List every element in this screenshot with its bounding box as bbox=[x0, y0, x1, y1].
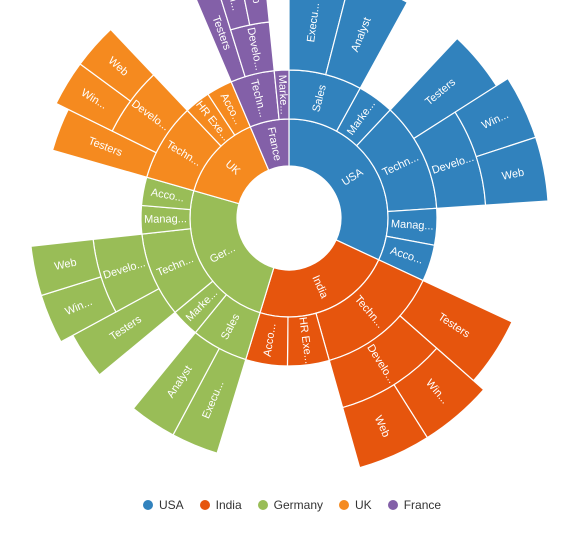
legend-label-india: India bbox=[215, 498, 242, 512]
label-france-marketing: Marke... bbox=[276, 75, 290, 115]
label-india-accounts: Acco... bbox=[262, 323, 279, 358]
legend-item-germany[interactable]: Germany bbox=[257, 498, 324, 512]
label-usa-technical-developers-web: Web bbox=[501, 167, 525, 183]
label-france-technical-developers-windows: Win... bbox=[223, 0, 242, 12]
label-germany-management: Manag... bbox=[144, 213, 187, 226]
legend-swatch-uk bbox=[339, 500, 350, 510]
legend-label-france: France bbox=[403, 498, 442, 512]
legend-swatch-france bbox=[387, 500, 398, 510]
legend-item-usa[interactable]: USA bbox=[142, 498, 184, 512]
legend-item-uk[interactable]: UK bbox=[339, 498, 372, 512]
label-france-technical-developers-web: Web bbox=[247, 0, 262, 4]
segment-india-technical-developers-web[interactable] bbox=[341, 383, 429, 469]
label-germany-accounts: Acco... bbox=[150, 187, 185, 205]
legend-item-france[interactable]: France bbox=[387, 498, 442, 512]
segment-france-technical-developers-web[interactable] bbox=[237, 0, 270, 26]
chart-legend: USA India Germany UK France bbox=[0, 498, 584, 512]
segment-germany-technical-developers-web[interactable] bbox=[30, 238, 102, 297]
legend-label-uk: UK bbox=[355, 498, 372, 512]
label-usa-management: Manag... bbox=[391, 218, 434, 233]
segment-uk-technical-developers-web[interactable] bbox=[79, 28, 155, 102]
legend-label-usa: USA bbox=[158, 498, 184, 512]
label-germany-technical-developers-web: Web bbox=[53, 257, 77, 273]
legend-item-india[interactable]: India bbox=[199, 498, 242, 512]
legend-swatch-usa bbox=[142, 500, 153, 510]
segment-usa-technical-developers-web[interactable] bbox=[475, 136, 549, 206]
legend-label-germany: Germany bbox=[273, 498, 324, 512]
label-usa-sales-executive: Execu... bbox=[305, 2, 322, 43]
legend-swatch-india bbox=[199, 500, 210, 510]
segment-usa-sales-analyst[interactable] bbox=[325, 0, 409, 90]
segment-france-marketing[interactable] bbox=[273, 69, 290, 121]
legend-swatch-germany bbox=[257, 500, 268, 510]
